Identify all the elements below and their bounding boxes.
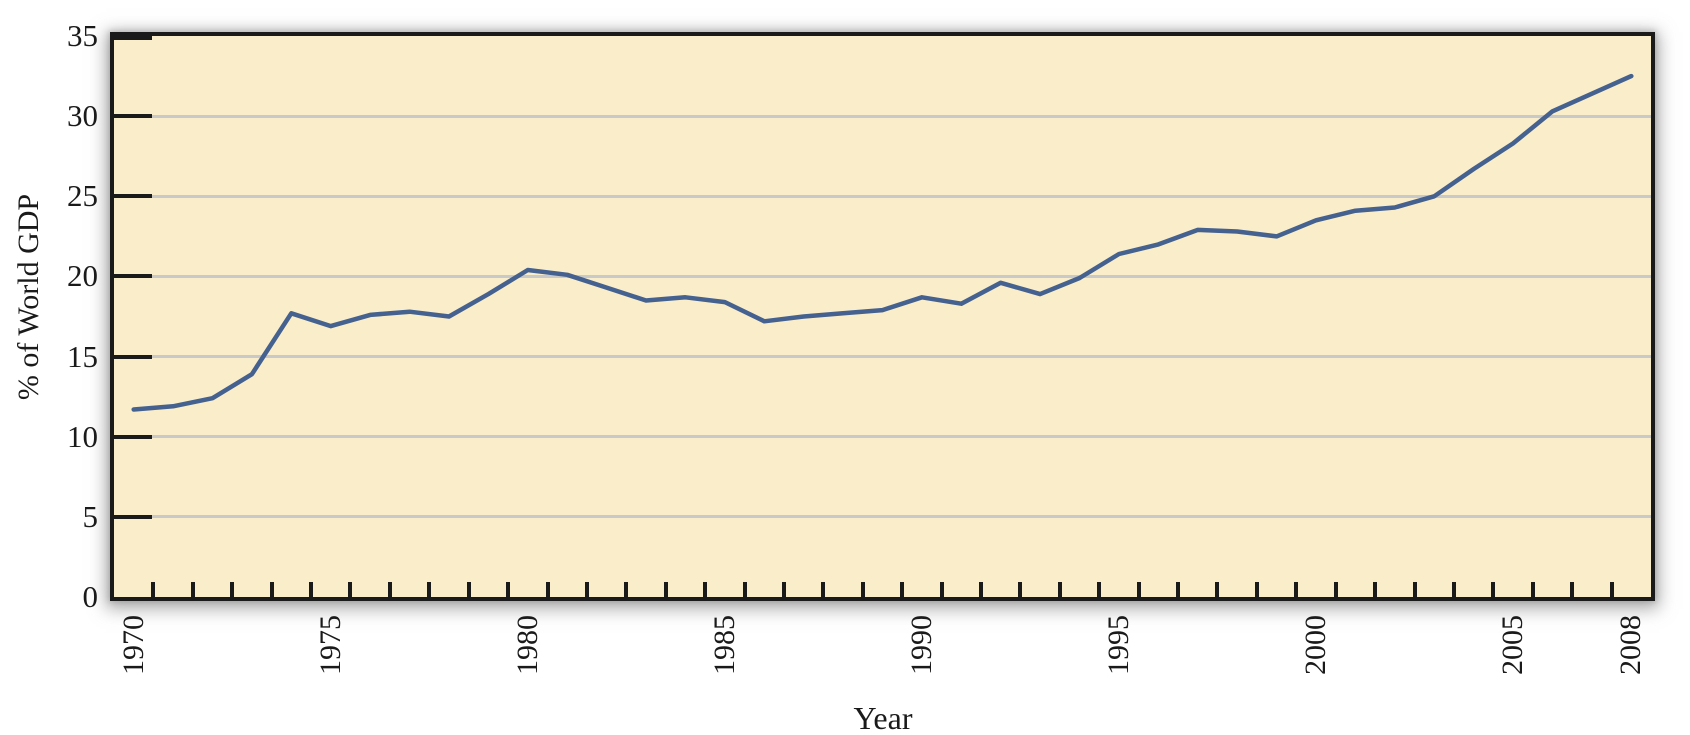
x-axis-tick (1570, 582, 1575, 597)
x-axis-tick (900, 582, 905, 597)
y-tick-label: 10 (67, 418, 98, 454)
y-tick-label: 15 (67, 338, 98, 374)
x-axis-tick (584, 582, 589, 597)
y-tick-label: 20 (67, 258, 98, 294)
grid-line (114, 355, 1651, 359)
x-axis-tick (663, 582, 668, 597)
y-tick-label: 30 (67, 98, 98, 134)
x-tick-label: 2000 (1299, 615, 1332, 675)
x-axis-tick (230, 582, 235, 597)
grid-line (114, 194, 1651, 198)
y-axis-tick (114, 514, 152, 519)
x-axis-tick (387, 582, 392, 597)
x-axis-tick (1451, 582, 1456, 597)
x-tick-label: 1995 (1101, 615, 1135, 675)
x-axis-tick (1176, 582, 1181, 597)
x-axis-tick (1097, 582, 1102, 597)
x-axis-tick (1215, 582, 1220, 597)
y-axis-tick (114, 36, 152, 40)
grid-line (114, 435, 1651, 439)
x-axis-tick (190, 582, 195, 597)
y-tick-label: 0 (82, 579, 99, 614)
x-axis-tick (1609, 582, 1614, 597)
x-axis-tick (1491, 582, 1496, 597)
x-tick-label: 2008 (1614, 615, 1648, 675)
x-tick-label: 2005 (1496, 615, 1530, 675)
x-axis-tick (1136, 582, 1141, 597)
grid-line (114, 274, 1651, 278)
x-axis-tick (742, 582, 747, 597)
x-axis-tick (860, 582, 865, 597)
plot-area (110, 32, 1655, 601)
grid-line (114, 114, 1651, 118)
x-axis-tick (269, 582, 274, 597)
x-axis-tick (348, 582, 353, 597)
x-axis-tick (624, 582, 629, 597)
x-axis-tick (979, 582, 984, 597)
x-axis-tick (821, 582, 826, 597)
x-axis-tick (1333, 582, 1338, 597)
x-axis-tick (545, 582, 550, 597)
y-axis-tick (114, 354, 152, 359)
x-axis-tick (1530, 582, 1535, 597)
x-tick-label: 1990 (904, 615, 938, 675)
y-axis-tick (114, 274, 152, 279)
x-tick-label: 1985 (707, 615, 741, 675)
y-tick-label: 5 (82, 498, 99, 534)
y-tick-label: 25 (67, 178, 98, 214)
x-axis-tick (309, 582, 314, 597)
y-axis-tick (114, 434, 152, 439)
x-tick-label: 1970 (116, 615, 150, 675)
x-axis-title: Year (853, 700, 913, 735)
x-axis-tick (1254, 582, 1259, 597)
x-axis-tick (1373, 582, 1378, 597)
x-axis-tick (939, 582, 944, 597)
x-axis-tick (781, 582, 786, 597)
world-gdp-share-line (131, 73, 1634, 412)
grid-line (114, 515, 1651, 519)
y-axis-tick (114, 114, 152, 119)
data-line-svg (131, 73, 1634, 412)
y-tick-label: 35 (67, 18, 98, 53)
x-axis-tick (1057, 582, 1062, 597)
x-tick-label: 1975 (313, 615, 347, 675)
x-axis-tick (703, 582, 708, 597)
x-axis-tick (1018, 582, 1023, 597)
x-axis-tick (1412, 582, 1417, 597)
x-tick-label: 1980 (510, 615, 544, 675)
x-axis-tick (506, 582, 511, 597)
x-axis-tick (151, 582, 156, 597)
y-axis-tick (114, 194, 152, 199)
x-axis-tick (466, 582, 471, 597)
x-axis-tick (1294, 582, 1299, 597)
x-axis-tick (427, 582, 432, 597)
